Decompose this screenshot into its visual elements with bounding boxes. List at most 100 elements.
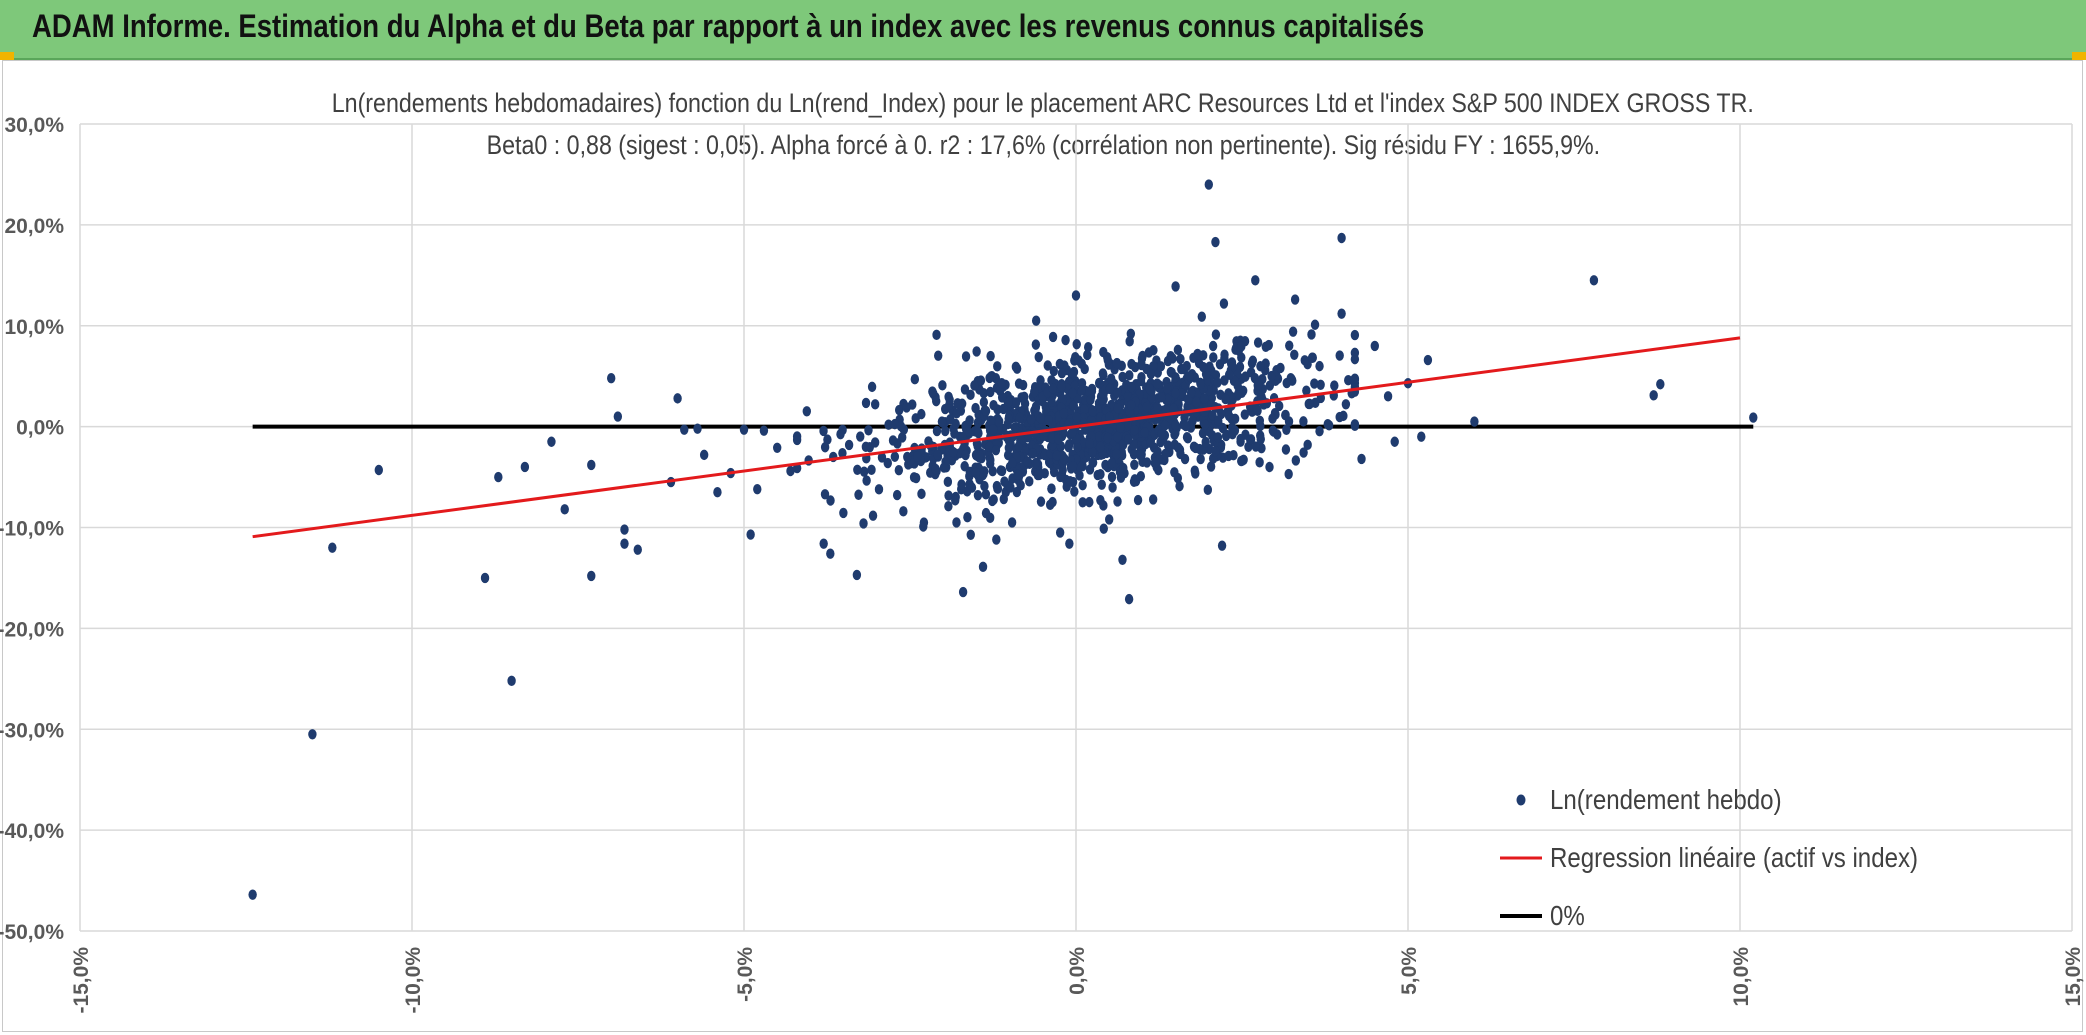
data-point: [985, 441, 994, 453]
data-point: [938, 380, 947, 391]
data-point: [1053, 433, 1063, 445]
data-point: [1057, 381, 1066, 392]
data-point: [870, 399, 880, 410]
data-point: [958, 586, 968, 598]
data-point: [1307, 329, 1316, 340]
data-point: [1171, 388, 1180, 399]
data-point: [1069, 400, 1079, 411]
data-point: [948, 446, 958, 458]
data-point: [1302, 385, 1311, 396]
data-point: [1088, 446, 1097, 458]
data-point: [1130, 425, 1139, 436]
data-point: [1253, 337, 1263, 348]
data-point: [1123, 390, 1133, 402]
data-point: [965, 471, 974, 482]
data-point: [867, 464, 876, 476]
data-point: [883, 457, 892, 469]
data-point: [1168, 353, 1177, 364]
x-tick-label: -15,0%: [70, 947, 93, 1014]
data-point: [1097, 479, 1106, 490]
data-point: [1237, 341, 1246, 352]
data-point: [1129, 449, 1139, 460]
data-point: [1315, 426, 1324, 437]
data-point: [1175, 480, 1184, 492]
data-point: [746, 529, 755, 540]
data-point: [560, 504, 569, 515]
data-point: [986, 350, 995, 362]
y-axis-ticks: 30,0% 20,0% 10,0% 0,0% -10,0% -20,0% -30,0% -40…: [0, 114, 64, 944]
data-point: [944, 501, 953, 512]
data-point: [1300, 355, 1309, 366]
data-point: [1299, 416, 1308, 427]
data-point: [1224, 450, 1233, 462]
chart-legend: Ln(rendement hebdo) Regression linéaire …: [1496, 770, 1976, 940]
data-point: [1220, 375, 1229, 386]
data-point: [946, 413, 955, 425]
data-point: [1264, 339, 1273, 351]
data-point: [884, 419, 893, 430]
x-tick-label: -5,0%: [734, 947, 757, 1002]
data-point: [480, 572, 490, 584]
data-point: [1350, 329, 1360, 341]
data-point: [996, 465, 1005, 476]
data-point: [1166, 366, 1176, 378]
data-point: [1113, 402, 1122, 414]
data-point: [1112, 448, 1121, 460]
data-point: [934, 350, 943, 361]
data-point: [1133, 494, 1143, 506]
data-point: [1125, 336, 1134, 347]
data-point: [1185, 370, 1194, 382]
data-point: [1124, 593, 1134, 605]
data-point: [1065, 476, 1075, 487]
data-point: [1107, 471, 1117, 483]
data-point: [844, 439, 854, 451]
data-point: [1070, 486, 1079, 497]
data-point: [997, 392, 1007, 403]
data-point: [1068, 460, 1078, 472]
data-point: [587, 459, 596, 471]
regression-line: [252, 336, 1741, 539]
data-point: [1417, 431, 1426, 442]
data-point: [978, 561, 988, 573]
data-point: [1217, 540, 1227, 551]
data-point: [1156, 361, 1166, 372]
data-point: [826, 495, 835, 506]
data-point: [1146, 437, 1155, 448]
data-point: [1030, 386, 1039, 398]
data-point: [1253, 405, 1262, 416]
data-point: [680, 424, 689, 435]
data-point: [1383, 391, 1393, 402]
data-point: [792, 434, 802, 446]
data-point: [1072, 339, 1081, 350]
data-point: [713, 486, 722, 498]
data-point: [1028, 448, 1037, 459]
data-point: [1156, 436, 1165, 448]
data-point: [819, 425, 828, 437]
data-point: [1171, 419, 1180, 431]
y-tick-label: 30,0%: [4, 114, 64, 137]
data-point: [1470, 416, 1479, 427]
data-point: [1206, 461, 1216, 472]
data-point: [699, 449, 709, 461]
data-point: [970, 380, 979, 391]
y-tick-label: -40,0%: [0, 820, 64, 843]
data-point: [1268, 413, 1277, 424]
data-point: [1335, 411, 1344, 423]
data-point: [877, 452, 887, 463]
data-point: [992, 480, 1002, 492]
data-point: [1196, 379, 1206, 390]
data-point: [1589, 275, 1599, 286]
data-point: [967, 482, 977, 493]
data-point: [874, 484, 884, 495]
data-point: [951, 495, 960, 506]
data-point: [1107, 457, 1116, 469]
data-point: [1088, 457, 1097, 468]
data-point: [1284, 468, 1293, 480]
data-point: [1085, 438, 1094, 449]
data-point: [988, 465, 997, 477]
legend-marker-points: [1516, 794, 1526, 806]
data-point: [963, 512, 972, 523]
data-point: [943, 476, 953, 488]
data-point: [1020, 398, 1030, 409]
data-point: [894, 404, 904, 416]
